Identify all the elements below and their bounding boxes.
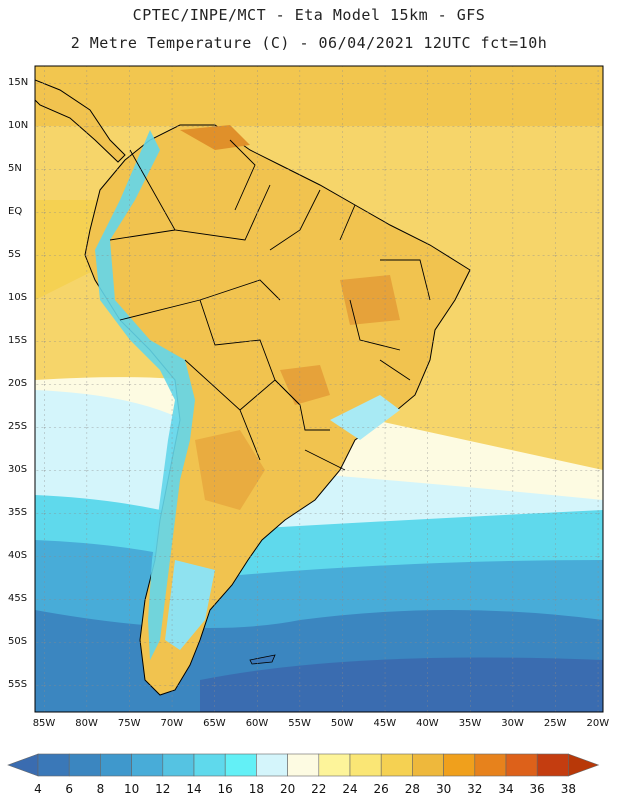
lat-label: 15S — [8, 335, 28, 346]
lon-label: 80W — [75, 718, 98, 729]
lat-label: 5N — [8, 163, 22, 174]
colorbar-label: 34 — [498, 782, 514, 796]
lat-label: 5S — [8, 249, 21, 260]
lat-label: EQ — [8, 206, 23, 217]
lon-label: 60W — [245, 718, 269, 729]
lat-label: 25S — [8, 421, 28, 432]
colorbar-segment — [536, 753, 569, 777]
lat-label: 30S — [8, 464, 28, 475]
colorbar-segment — [443, 753, 476, 777]
lon-label: 45W — [373, 718, 397, 729]
lat-label: 10N — [8, 120, 29, 131]
lat-label: 10S — [8, 292, 28, 303]
lat-label: 55S — [8, 679, 28, 690]
colorbar-segment — [318, 753, 351, 777]
colorbar-label: 20 — [279, 782, 296, 796]
colorbar-label: 22 — [311, 782, 327, 796]
colorbar-label: 6 — [65, 782, 73, 796]
lon-label: 55W — [288, 718, 311, 729]
colorbar-label: 36 — [529, 782, 545, 796]
colorbar-segment — [193, 753, 226, 777]
colorbar-segment — [162, 753, 195, 777]
colorbar-high-arrow — [568, 753, 600, 777]
colorbar-segment — [68, 753, 101, 777]
lat-label: 20S — [8, 378, 28, 389]
lon-label: 40W — [416, 718, 439, 729]
colorbar-segment — [287, 753, 320, 777]
colorbar-label: 38 — [560, 782, 577, 796]
lat-label: 35S — [8, 507, 28, 518]
lon-label: 70W — [160, 718, 184, 729]
lon-label: 50W — [330, 718, 354, 729]
colorbar-label: 18 — [248, 782, 265, 796]
lon-label: 75W — [117, 718, 141, 729]
colorbar-segment — [412, 753, 444, 777]
lon-label: 25W — [543, 718, 567, 729]
map-subtitle: 2 Metre Temperature (C) - 06/04/2021 12U… — [70, 34, 548, 52]
colorbar-segment — [37, 753, 70, 777]
colorbar-label: 10 — [123, 782, 140, 796]
colorbar — [7, 753, 600, 777]
colorbar-segment — [256, 753, 288, 777]
lon-label: 30W — [501, 718, 524, 729]
colorbar-segment — [505, 753, 538, 777]
colorbar-label: 26 — [373, 782, 389, 796]
lon-label: 65W — [203, 718, 226, 729]
lon-label: 35W — [458, 718, 482, 729]
graticule — [35, 66, 603, 712]
colorbar-segment — [474, 753, 507, 777]
colorbar-label: 14 — [186, 782, 202, 796]
colorbar-segment — [349, 753, 382, 777]
colorbar-label: 8 — [96, 782, 105, 796]
lat-label: 45S — [8, 593, 28, 604]
map-frame — [34, 65, 604, 713]
colorbar-label: 28 — [404, 782, 421, 796]
lat-label: 50S — [8, 636, 28, 647]
colorbar-segment — [100, 753, 132, 777]
lat-label: 40S — [8, 550, 28, 561]
colorbar-label: 32 — [467, 782, 483, 796]
colorbar-segment — [131, 753, 164, 777]
colorbar-label: 30 — [435, 782, 452, 796]
colorbar-label: 24 — [342, 782, 358, 796]
colorbar-label: 12 — [155, 782, 171, 796]
lat-label: 15N — [8, 77, 29, 88]
colorbar-label: 4 — [34, 782, 42, 796]
lon-label: 20W — [586, 718, 610, 729]
colorbar-segment — [380, 753, 413, 777]
colorbar-low-arrow — [7, 753, 39, 777]
colorbar-label: 16 — [217, 782, 233, 796]
lon-label: 85W — [32, 718, 56, 729]
colorbar-segment — [224, 753, 257, 777]
map-title: CPTEC/INPE/MCT - Eta Model 15km - GFS — [132, 6, 486, 24]
